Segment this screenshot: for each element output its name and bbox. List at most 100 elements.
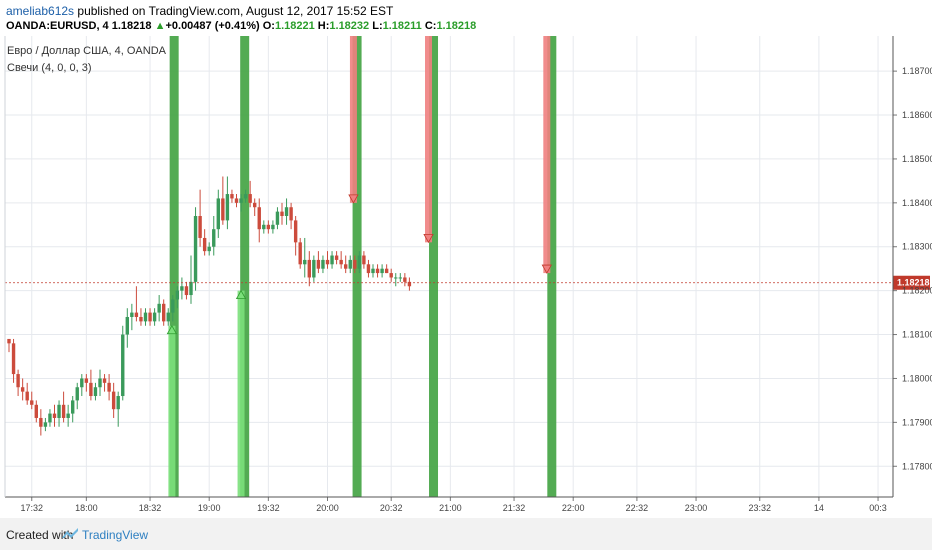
author-link[interactable]: ameliab612s xyxy=(6,4,75,18)
signal-band xyxy=(429,36,439,497)
close-value: 1.18218 xyxy=(436,20,477,32)
candle-body xyxy=(207,246,211,252)
chart-grid xyxy=(5,36,893,497)
signal-bands xyxy=(169,36,557,497)
candle-body xyxy=(189,281,193,296)
candle-body xyxy=(357,255,362,269)
x-tick-label: 22:32 xyxy=(626,503,649,513)
candle-body xyxy=(39,417,43,427)
candle-body xyxy=(143,312,148,322)
open-value: 1.18221 xyxy=(274,20,315,32)
signal-band xyxy=(352,36,362,497)
change-up-icon: ▲ xyxy=(154,20,166,32)
candle-body xyxy=(389,273,393,278)
x-tick-label: 14 xyxy=(814,503,824,513)
tradingview-brand-link[interactable]: TradingView xyxy=(82,528,149,542)
x-tick-label: 23:32 xyxy=(748,503,771,513)
candle-body xyxy=(166,312,170,322)
publish-line: ameliab612s published on TradingView.com… xyxy=(6,4,393,18)
x-tick-label: 19:00 xyxy=(198,503,221,513)
candle-body xyxy=(293,220,298,243)
candle-body xyxy=(61,404,66,418)
candle-body xyxy=(403,277,407,282)
candle-body xyxy=(157,303,161,313)
candle-body xyxy=(225,194,230,221)
candle-body xyxy=(180,286,184,291)
buy-signal-shaft xyxy=(168,325,176,497)
signal-arrows xyxy=(166,36,552,497)
candle-body xyxy=(266,224,271,230)
candle-body xyxy=(171,299,175,313)
legend-study: Свечи (4, 0, 0, 3) xyxy=(7,62,91,74)
candle-body xyxy=(93,387,98,397)
candle-body xyxy=(398,277,402,279)
candle-body xyxy=(334,255,339,260)
y-tick-label: 1.18000 xyxy=(902,373,932,383)
y-tick-label: 1.18500 xyxy=(902,154,932,164)
y-tick-label: 1.17800 xyxy=(902,461,932,471)
candle-body xyxy=(330,255,334,265)
candle-body xyxy=(325,259,330,265)
candle-body xyxy=(84,378,89,383)
x-tick-label: 18:32 xyxy=(139,503,162,513)
candle-body xyxy=(52,413,57,418)
price-tag xyxy=(893,275,930,290)
footer: Created with TradingView xyxy=(0,518,932,550)
candle-body xyxy=(289,207,293,221)
candle-body xyxy=(80,378,84,388)
price-tag-label: 1.18218 xyxy=(897,278,930,288)
candle-body xyxy=(407,281,412,287)
candle-body xyxy=(16,374,20,388)
candle-body xyxy=(303,259,307,265)
high-value: 1.18232 xyxy=(329,20,370,32)
close-label: C: xyxy=(424,20,437,32)
y-tick-label: 1.18300 xyxy=(902,242,932,252)
sell-signal-arrowhead xyxy=(348,194,359,204)
candle-body xyxy=(321,259,325,269)
sell-signal-shaft xyxy=(425,36,433,243)
candle-body xyxy=(271,224,275,230)
candle-body xyxy=(121,334,125,397)
publish-info: published on TradingView.com, August 12,… xyxy=(77,4,394,18)
candle-body xyxy=(34,404,38,418)
buy-signal-arrowhead xyxy=(235,289,247,300)
candle-body xyxy=(262,224,266,230)
candle-body xyxy=(148,312,152,322)
x-tick-label: 23:00 xyxy=(685,503,708,513)
x-tick-label: 00:3 xyxy=(869,503,887,513)
sell-signal-shaft xyxy=(349,36,357,203)
chart-axes: 1.18700 1.18600 1.18500 1.18400 1.18300 1.182… xyxy=(4,36,932,513)
candle-body xyxy=(239,198,243,203)
ohlc-line: OANDA:EURUSD, 4 1.18218 ▲+0.00487 (+0.41… xyxy=(6,20,476,32)
candle-body xyxy=(202,237,207,252)
candle-body xyxy=(339,259,343,265)
x-tick-label: 20:00 xyxy=(316,503,339,513)
candlestick-chart[interactable]: 1.18218 1.187001.186001.185001.184001.18… xyxy=(0,36,932,518)
candle-body xyxy=(184,286,189,296)
candle-body xyxy=(253,202,257,208)
candle-body xyxy=(230,194,234,199)
candle-body xyxy=(30,400,34,405)
sell-signal-arrowhead xyxy=(423,233,434,244)
open-label: O: xyxy=(262,20,275,32)
candle-body xyxy=(307,259,311,278)
y-tick-label: 1.18700 xyxy=(902,66,932,76)
candle-body xyxy=(71,400,75,414)
candle-body xyxy=(371,268,375,274)
candle-body xyxy=(139,316,143,322)
candle-body xyxy=(198,216,202,238)
symbol-label: OANDA:EURUSD, 4 xyxy=(6,20,109,32)
y-tick-label: 1.18400 xyxy=(902,198,932,208)
plot-area xyxy=(5,36,893,497)
candle-body xyxy=(221,198,225,221)
candle-body xyxy=(394,277,398,279)
x-tick-label: 21:00 xyxy=(439,503,462,513)
candle-body xyxy=(248,194,252,203)
candle-body xyxy=(234,198,239,203)
candle-body xyxy=(348,259,352,269)
candle-body xyxy=(175,290,180,300)
candle-body xyxy=(11,343,16,375)
x-tick-label: 19:32 xyxy=(257,503,280,513)
candle-body xyxy=(312,259,316,278)
y-tick-label: 1.18200 xyxy=(902,286,932,296)
